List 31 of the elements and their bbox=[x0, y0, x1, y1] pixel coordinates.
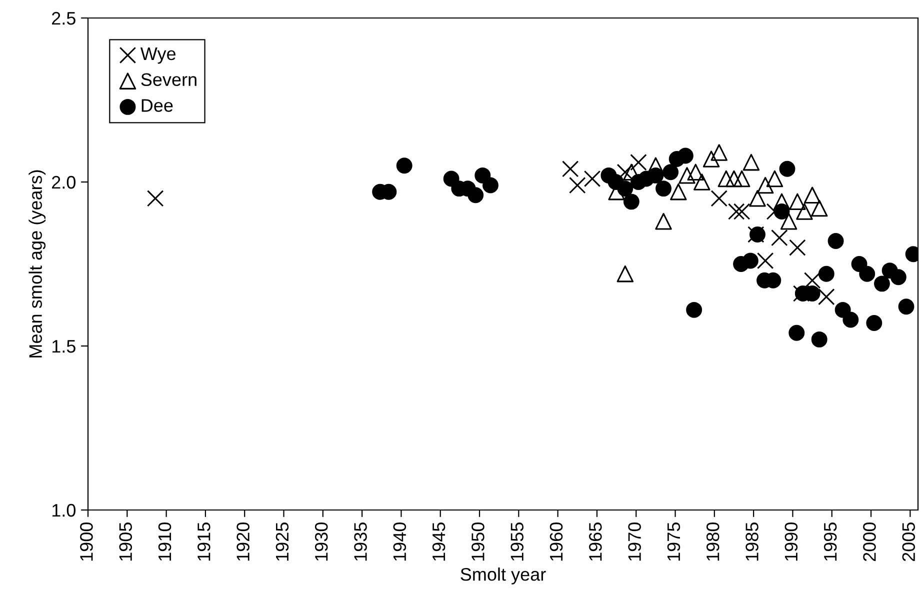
x-tick-label: 1900 bbox=[80, 522, 93, 561]
x-tick-label: 1920 bbox=[236, 522, 250, 561]
x-tick-label: 1965 bbox=[589, 522, 602, 561]
y-tick-label: 1.5 bbox=[52, 340, 76, 353]
x-tick-label: 1990 bbox=[784, 522, 798, 561]
x-tick-label: 2000 bbox=[863, 522, 876, 562]
x-tick-label: 1905 bbox=[119, 522, 132, 561]
x-tick-label: 1940 bbox=[393, 522, 406, 561]
x-tick-label: 1925 bbox=[276, 522, 289, 561]
legend-label: Dee bbox=[142, 99, 173, 112]
x-tick-label: 1945 bbox=[432, 522, 446, 561]
x-tick-label: 1980 bbox=[706, 522, 720, 561]
y-tick-label: 2.0 bbox=[52, 176, 76, 189]
x-tick-label: 1910 bbox=[158, 522, 172, 561]
x-tick-label: 1915 bbox=[198, 522, 210, 561]
x-axis-title: Smolt year bbox=[460, 568, 546, 584]
x-tick-label: 1955 bbox=[510, 522, 524, 561]
x-tick-label: 1975 bbox=[667, 522, 680, 561]
x-tick-label: 1970 bbox=[628, 522, 641, 561]
x-tick-label: 1985 bbox=[746, 522, 758, 561]
x-tick-label: 1935 bbox=[354, 522, 367, 561]
x-tick-label: 1960 bbox=[550, 522, 563, 561]
x-tick-label: 1995 bbox=[824, 522, 837, 561]
legend-label: Wye bbox=[140, 48, 176, 64]
x-tick-label: 1950 bbox=[472, 522, 484, 561]
y-axis-title: Mean smolt age (years) bbox=[28, 170, 46, 358]
x-tick-label: 1930 bbox=[314, 522, 328, 561]
y-tick-label: 1.0 bbox=[52, 504, 76, 517]
legend-label: Severn bbox=[141, 73, 196, 86]
y-tick-label: 2.5 bbox=[52, 12, 76, 25]
x-tick-label: 2005 bbox=[902, 522, 916, 562]
